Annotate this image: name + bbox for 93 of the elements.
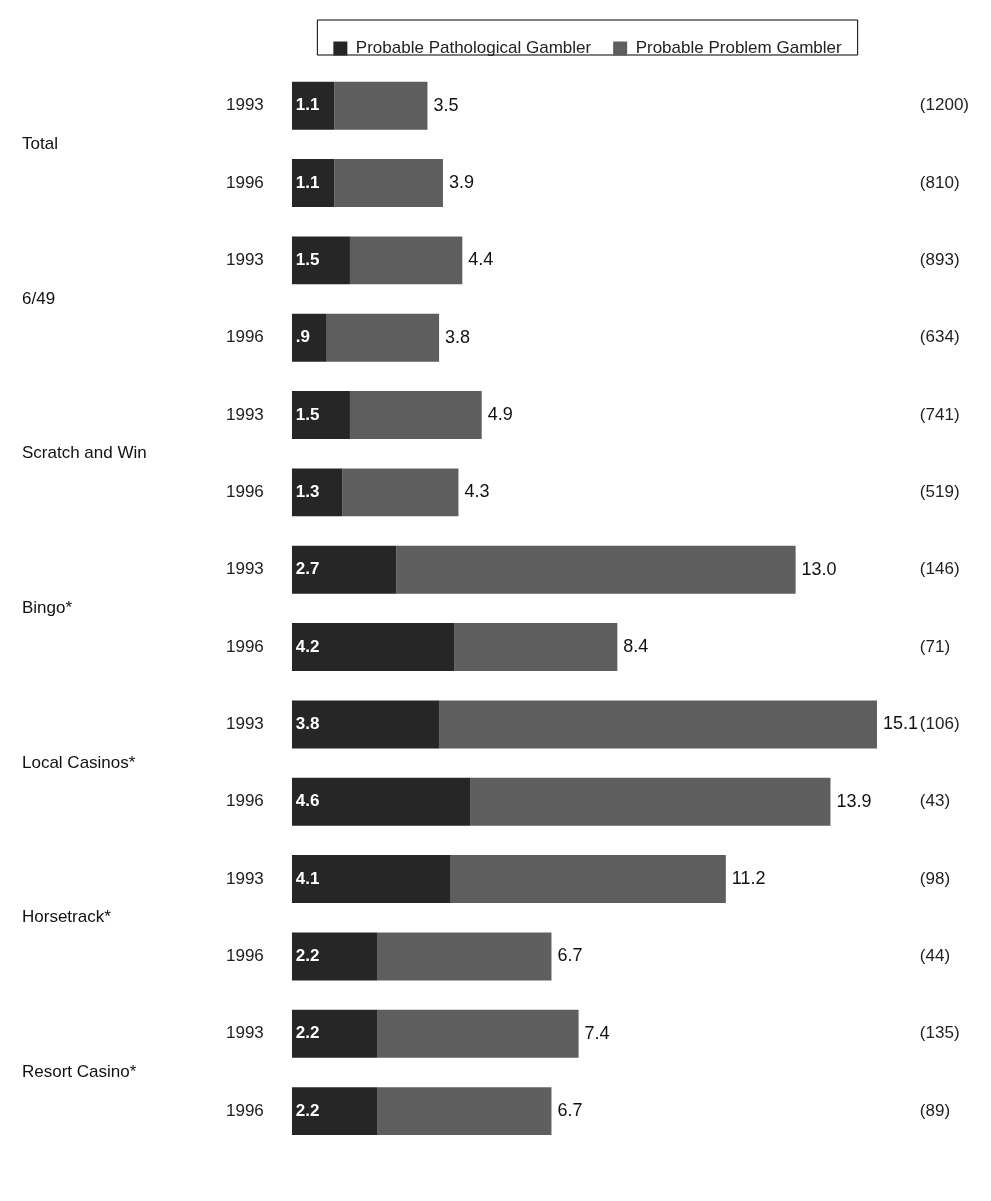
y-tick-label: 1996 bbox=[225, 636, 264, 656]
total-label: 4.9 bbox=[487, 404, 513, 425]
text: Resort Casino* bbox=[22, 1062, 137, 1082]
bar bbox=[291, 236, 350, 285]
y2-tick-label: (634) bbox=[919, 327, 960, 347]
y-tick-label: 1996 bbox=[225, 791, 264, 811]
total-label: 13.0 bbox=[801, 558, 837, 579]
total-label: 7.4 bbox=[584, 1022, 610, 1043]
data-label: 4.1 bbox=[295, 868, 320, 888]
bar bbox=[450, 855, 726, 904]
total-label: 15.1 bbox=[882, 713, 919, 734]
data-label: 1.1 bbox=[295, 172, 320, 192]
text: Scratch and Win bbox=[22, 443, 147, 463]
total-label: 6.7 bbox=[557, 945, 583, 966]
bar bbox=[326, 313, 440, 362]
y2-tick-label: (741) bbox=[919, 404, 960, 424]
total-label: 8.4 bbox=[623, 636, 649, 657]
text: 6/49 bbox=[22, 288, 56, 308]
y-tick-label: 1996 bbox=[225, 482, 264, 502]
bar bbox=[396, 545, 796, 594]
total-label: 6.7 bbox=[557, 1100, 583, 1121]
y2-tick-label: (146) bbox=[919, 559, 960, 579]
y2-tick-label: (810) bbox=[919, 172, 960, 192]
bar bbox=[342, 468, 459, 517]
data-label: 1.5 bbox=[295, 250, 320, 270]
y-tick-label: 1993 bbox=[225, 868, 264, 888]
y2-tick-label: (44) bbox=[919, 946, 951, 966]
data-label: 2.2 bbox=[295, 1100, 320, 1120]
y2-tick-label: (519) bbox=[919, 482, 960, 502]
y-tick-label: 1996 bbox=[225, 172, 264, 192]
y2-tick-label: (98) bbox=[919, 868, 951, 888]
bar bbox=[377, 1087, 552, 1136]
total-label: 13.9 bbox=[836, 790, 872, 811]
y-tick-label: 1993 bbox=[225, 404, 264, 424]
bar bbox=[454, 623, 618, 672]
total-label: 4.3 bbox=[464, 481, 490, 502]
y2-tick-label: (106) bbox=[919, 714, 960, 734]
text: Horsetrack* bbox=[22, 907, 112, 927]
data-label: 1.5 bbox=[295, 404, 320, 424]
bar bbox=[291, 623, 455, 672]
total-label: 4.4 bbox=[468, 249, 494, 270]
data-label: 3.8 bbox=[295, 714, 320, 734]
text: Local Casinos* bbox=[22, 752, 136, 772]
bar bbox=[291, 545, 397, 594]
y2-tick-label: (89) bbox=[919, 1100, 951, 1120]
y-tick-label: 1993 bbox=[225, 714, 264, 734]
total-label: 3.9 bbox=[448, 171, 474, 192]
bar bbox=[334, 159, 443, 207]
total-label: 11.2 bbox=[731, 868, 766, 889]
y-tick-label: 1993 bbox=[225, 1023, 264, 1043]
bar bbox=[291, 159, 335, 207]
bar bbox=[377, 1009, 579, 1058]
bar bbox=[291, 1009, 378, 1058]
y2-tick-label: (135) bbox=[919, 1023, 960, 1043]
text: Bingo* bbox=[22, 598, 73, 618]
bar bbox=[291, 777, 471, 826]
y2-tick-label: (1200) bbox=[919, 95, 969, 115]
legend-label: Probable Pathological Gambler bbox=[355, 38, 592, 58]
y2-tick-label: (893) bbox=[919, 250, 960, 270]
data-label: 4.2 bbox=[295, 636, 320, 656]
data-label: 2.2 bbox=[295, 946, 320, 966]
y-tick-label: 1993 bbox=[225, 95, 264, 115]
bar bbox=[291, 855, 451, 904]
y2-tick-label: (43) bbox=[919, 791, 951, 811]
bar bbox=[349, 236, 463, 285]
total-label: 3.5 bbox=[433, 94, 459, 115]
data-label: 1.3 bbox=[295, 482, 320, 502]
data-label: .9 bbox=[295, 327, 311, 347]
bar bbox=[291, 468, 343, 517]
bar bbox=[349, 391, 482, 440]
text: Total bbox=[22, 134, 58, 154]
data-label: 2.7 bbox=[295, 559, 320, 579]
y2-tick-label: (71) bbox=[919, 636, 951, 656]
bar bbox=[439, 700, 877, 749]
data-label: 1.1 bbox=[295, 95, 320, 115]
bar bbox=[291, 391, 350, 440]
bar bbox=[291, 932, 378, 981]
bar bbox=[291, 700, 440, 749]
total-label: 3.8 bbox=[445, 326, 471, 347]
y-tick-label: 1996 bbox=[225, 327, 264, 347]
y-tick-label: 1996 bbox=[225, 1100, 264, 1120]
bar bbox=[291, 313, 327, 362]
bar bbox=[334, 81, 428, 130]
data-label: 4.6 bbox=[295, 791, 320, 811]
bar bbox=[291, 81, 335, 130]
y-tick-label: 1996 bbox=[225, 946, 264, 966]
bar bbox=[377, 932, 552, 981]
bar bbox=[470, 777, 831, 826]
bar bbox=[291, 1087, 378, 1136]
y-tick-label: 1993 bbox=[225, 250, 264, 270]
legend-label: Probable Problem Gambler bbox=[635, 38, 842, 58]
y-tick-label: 1993 bbox=[225, 559, 264, 579]
data-label: 2.2 bbox=[295, 1023, 320, 1043]
